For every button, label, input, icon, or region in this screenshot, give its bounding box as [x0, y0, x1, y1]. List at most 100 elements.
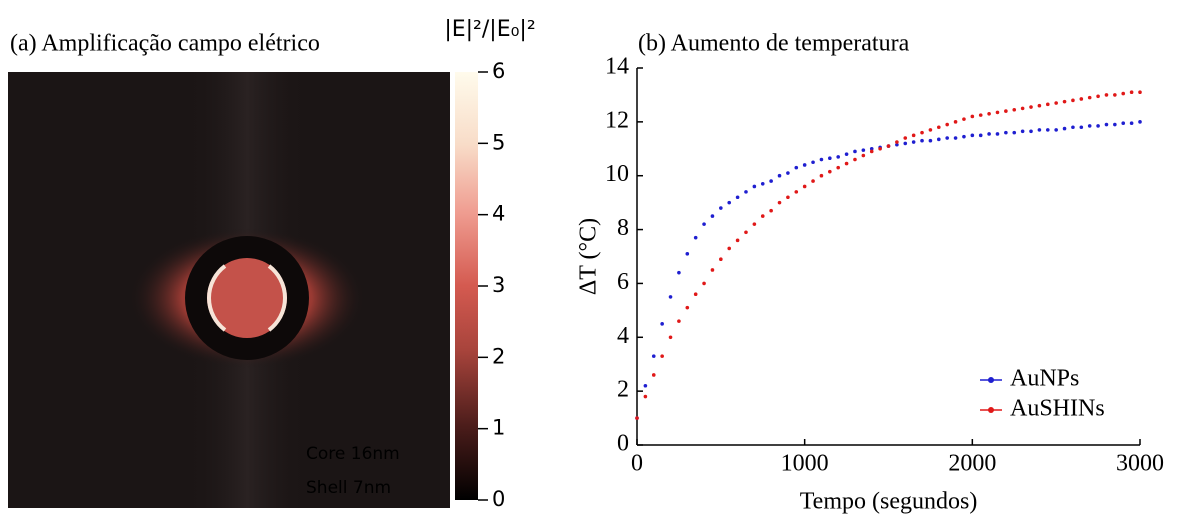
data-point: [1087, 124, 1092, 128]
data-point: [920, 130, 924, 135]
legend-marker: [988, 377, 994, 383]
data-point: [710, 214, 715, 218]
data-point: [769, 208, 773, 213]
data-point: [719, 206, 723, 210]
y-axis-label: ΔT (°C): [576, 218, 602, 295]
data-point: [802, 184, 807, 189]
data-point: [1096, 94, 1100, 99]
data-point: [995, 132, 1000, 136]
data-point: [878, 146, 882, 151]
data-point: [811, 179, 815, 183]
data-point: [970, 114, 975, 119]
data-point: [920, 138, 924, 143]
x-tick-label: 3000: [1116, 451, 1164, 477]
data-point: [970, 133, 975, 138]
data-point: [1037, 103, 1042, 108]
data-point: [861, 153, 866, 158]
annotation: Shell 7nm: [306, 478, 391, 498]
data-point: [802, 163, 807, 167]
data-point: [844, 161, 849, 166]
data-point: [786, 171, 790, 175]
data-point: [836, 155, 840, 159]
data-point: [1029, 129, 1033, 134]
data-point: [643, 383, 648, 388]
data-point: [677, 319, 681, 323]
data-point: [928, 128, 933, 132]
y-tick-label: 14: [605, 54, 629, 80]
data-point: [853, 149, 857, 154]
data-point: [727, 200, 732, 205]
data-point: [1129, 90, 1134, 95]
x-axis-label: Tempo (segundos): [800, 489, 978, 515]
y-tick-label: 8: [617, 215, 629, 241]
colorbar-tick-label: 1: [492, 416, 505, 440]
data-point: [1062, 99, 1067, 104]
data-point: [677, 270, 681, 275]
data-point: [962, 117, 966, 121]
y-tick-label: 10: [605, 161, 629, 187]
x-tick-label: 0: [631, 451, 643, 477]
data-point: [895, 140, 899, 144]
data-point: [903, 141, 908, 146]
data-point: [752, 222, 757, 226]
data-point: [945, 122, 949, 127]
data-point: [1079, 125, 1084, 130]
data-point: [1020, 106, 1025, 111]
data-point: [685, 252, 690, 256]
x-tick-label: 2000: [948, 451, 996, 477]
annotation: Core 16nm: [306, 444, 400, 464]
data-point: [702, 222, 706, 226]
data-point: [1004, 130, 1008, 135]
data-point: [828, 156, 832, 161]
data-point: [987, 132, 991, 136]
data-point: [911, 140, 916, 144]
data-point: [735, 195, 740, 200]
data-point: [869, 149, 874, 154]
data-point: [685, 305, 690, 310]
data-point: [911, 133, 916, 138]
data-point: [1104, 122, 1109, 127]
data-point: [1113, 93, 1117, 97]
data-point: [819, 157, 824, 162]
data-point: [702, 281, 706, 286]
colorbar-tick-label: 4: [492, 202, 505, 226]
data-point: [953, 136, 958, 140]
data-point: [953, 120, 958, 124]
data-point: [660, 354, 664, 358]
colorbar-tick-label: 5: [492, 130, 505, 154]
data-point: [769, 179, 773, 183]
colorbar-tick-label: 0: [492, 487, 505, 511]
y-tick-label: 6: [617, 269, 629, 295]
panel-title: (b) Aumento de temperatura: [638, 31, 910, 57]
x-tick-label: 1000: [781, 451, 829, 477]
data-point: [895, 142, 899, 147]
data-point: [786, 195, 790, 200]
data-point: [660, 322, 664, 326]
data-point: [828, 169, 832, 174]
colorbar-tick-label: 3: [492, 273, 505, 297]
data-point: [903, 136, 908, 140]
data-point: [651, 354, 656, 358]
data-point: [760, 214, 765, 218]
data-point: [1121, 91, 1126, 96]
y-tick-label: 4: [617, 323, 629, 349]
data-point: [735, 238, 740, 243]
y-tick-label: 2: [617, 377, 629, 403]
data-point: [693, 235, 698, 240]
data-point: [1020, 129, 1025, 134]
data-point: [794, 190, 799, 194]
data-point: [693, 292, 698, 297]
data-point: [1012, 130, 1017, 135]
data-point: [1138, 120, 1142, 124]
data-point: [643, 394, 648, 399]
data-point: [861, 148, 866, 152]
data-point: [744, 190, 748, 194]
data-point: [744, 230, 748, 235]
data-point: [1062, 126, 1067, 131]
data-point: [1121, 121, 1126, 126]
data-point: [1054, 128, 1058, 132]
data-point: [853, 157, 857, 162]
data-point: [1138, 90, 1142, 95]
data-point: [1037, 128, 1042, 132]
legend-label: AuNPs: [1010, 366, 1079, 392]
